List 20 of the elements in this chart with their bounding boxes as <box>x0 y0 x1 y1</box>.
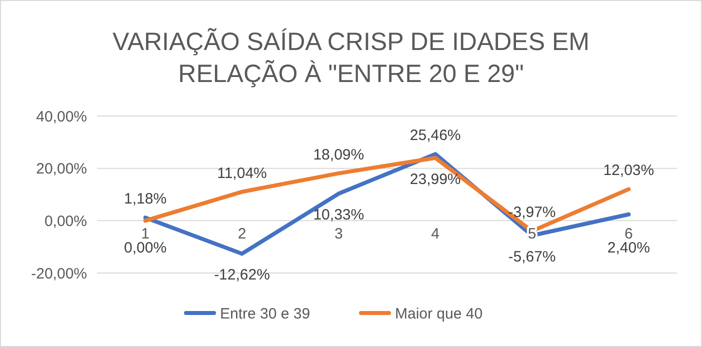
chart-title: VARIAÇÃO SAÍDA CRISP DE IDADES EM RELAÇÃO À "ENTRE 20 E 29" <box>112 28 590 88</box>
data-label: -5,67% <box>508 248 556 266</box>
data-label: 18,09% <box>313 146 364 164</box>
data-label: 25,46% <box>410 127 461 144</box>
data-label: -3,97% <box>508 204 556 222</box>
y-tick-label: 0,00% <box>44 212 87 230</box>
y-tick-label: 40,00% <box>36 108 87 126</box>
data-label: 11,04% <box>217 164 267 182</box>
data-label: 23,99% <box>410 170 461 188</box>
y-tick-label: -20,00% <box>31 265 87 282</box>
data-label: 10,33% <box>313 206 364 224</box>
data-label: -12,62% <box>214 266 270 284</box>
legend-label: Maior que 40 <box>395 305 483 322</box>
y-tick-label: 20,00% <box>36 160 87 178</box>
data-label: 12,03% <box>603 162 654 180</box>
x-tick-label: 4 <box>431 226 440 243</box>
x-tick-label: 2 <box>238 226 246 243</box>
data-label: 1,18% <box>124 190 167 208</box>
legend-label: Entre 30 e 39 <box>220 305 310 322</box>
x-tick-label: 3 <box>334 226 343 243</box>
